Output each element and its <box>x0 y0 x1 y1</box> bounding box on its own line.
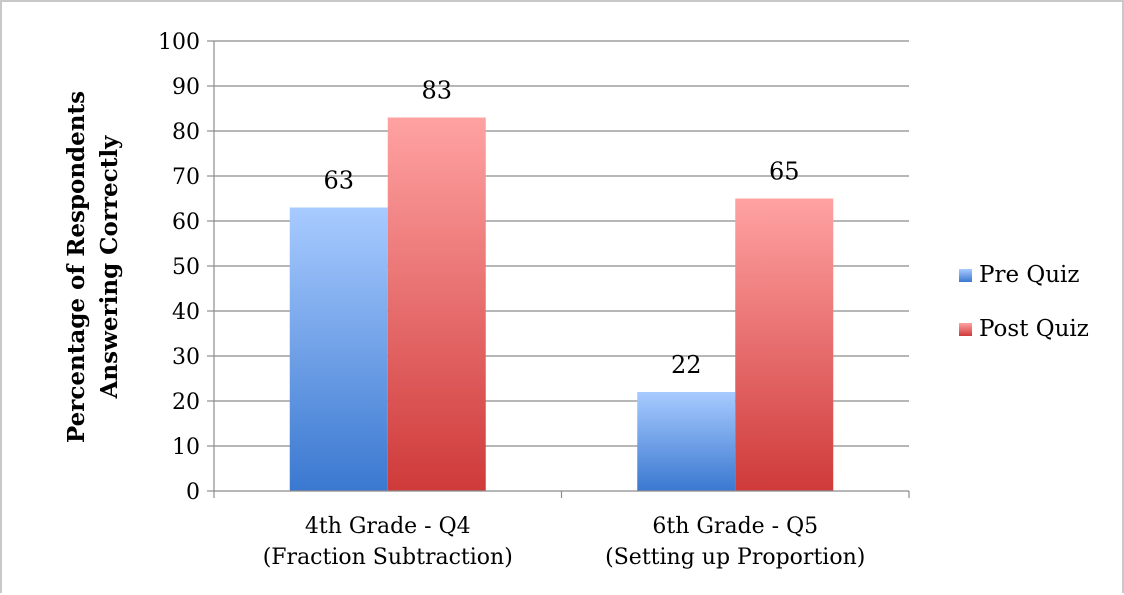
data-label: 83 <box>421 77 452 105</box>
legend-swatch <box>959 323 972 336</box>
x-category-label: (Setting up Proportion) <box>605 545 865 570</box>
data-label: 63 <box>323 167 354 195</box>
data-label: 22 <box>671 351 702 379</box>
y-tick-label: 0 <box>186 480 200 505</box>
y-tick-label: 100 <box>158 30 200 55</box>
legend-swatch <box>959 269 972 282</box>
y-tick-label: 70 <box>172 165 200 190</box>
axes <box>207 40 910 498</box>
y-tick-label: 90 <box>172 75 200 100</box>
legend-label: Post Quiz <box>979 316 1089 342</box>
x-category-label: 6th Grade - Q5 <box>652 514 818 539</box>
x-category-label: 4th Grade - Q4 <box>305 514 471 539</box>
bar-post-quiz <box>387 117 486 491</box>
x-category-label: (Fraction Subtraction) <box>263 545 513 570</box>
legend-label: Pre Quiz <box>979 262 1080 288</box>
y-tick-label: 10 <box>172 435 200 460</box>
y-tick-label: 20 <box>172 390 200 415</box>
bar-pre-quiz <box>637 392 736 491</box>
data-label: 65 <box>769 158 800 186</box>
legend: Pre Quiz Post Quiz <box>959 262 1089 342</box>
y-tick-label: 30 <box>172 345 200 370</box>
y-axis-title: Answering Correctly <box>96 135 123 399</box>
bar-post-quiz <box>735 198 834 491</box>
y-tick-label: 60 <box>172 210 200 235</box>
y-tick-label: 40 <box>172 300 200 325</box>
y-tick-label: 80 <box>172 120 200 145</box>
bars <box>289 117 834 491</box>
labels: 0 10 20 30 40 50 60 70 80 90 100 63 83 4th Grade - Q4… <box>63 30 865 570</box>
y-axis-title: Percentage of Respondents <box>63 91 90 443</box>
y-tick-label: 50 <box>172 255 200 280</box>
bar-pre-quiz <box>289 207 388 491</box>
